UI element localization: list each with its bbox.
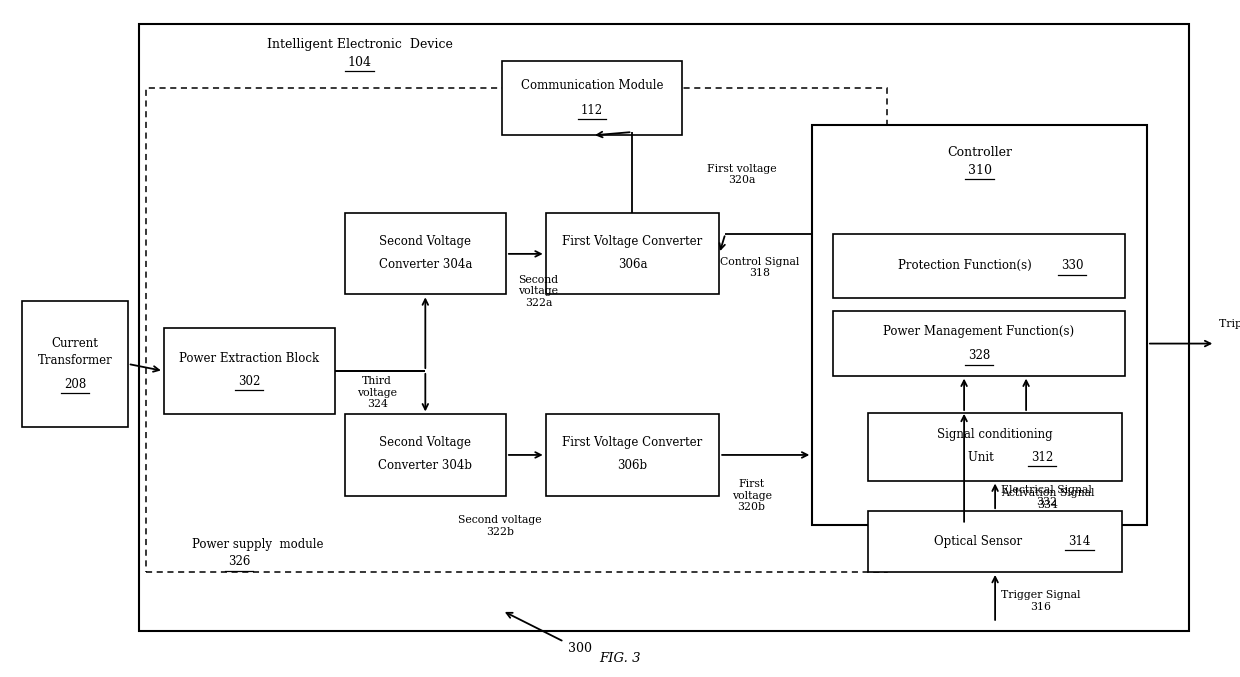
Text: Converter 304a: Converter 304a xyxy=(378,257,472,271)
FancyBboxPatch shape xyxy=(139,24,1189,631)
Text: Second Voltage: Second Voltage xyxy=(379,436,471,450)
FancyBboxPatch shape xyxy=(812,125,1147,525)
Text: Activation Signal
334: Activation Signal 334 xyxy=(1002,488,1095,510)
Text: 302: 302 xyxy=(238,374,260,388)
Text: Second Voltage: Second Voltage xyxy=(379,235,471,248)
Text: Trigger Signal
316: Trigger Signal 316 xyxy=(1002,590,1081,612)
Text: 328: 328 xyxy=(968,349,990,362)
Text: First voltage
320a: First voltage 320a xyxy=(707,164,776,185)
Text: Communication Module: Communication Module xyxy=(521,79,663,93)
FancyBboxPatch shape xyxy=(345,213,506,294)
Text: Third
voltage
324: Third voltage 324 xyxy=(357,376,397,410)
FancyBboxPatch shape xyxy=(868,413,1122,481)
Text: First Voltage Converter: First Voltage Converter xyxy=(562,436,703,450)
Text: Power Management Function(s): Power Management Function(s) xyxy=(883,325,1075,338)
Text: 306a: 306a xyxy=(618,257,647,271)
Text: 300: 300 xyxy=(568,642,593,655)
Text: Signal conditioning: Signal conditioning xyxy=(937,428,1053,441)
Text: 306b: 306b xyxy=(618,458,647,472)
FancyBboxPatch shape xyxy=(868,511,1122,572)
FancyBboxPatch shape xyxy=(502,61,682,135)
FancyBboxPatch shape xyxy=(164,328,335,414)
Text: 314: 314 xyxy=(1068,535,1091,548)
Text: Transformer: Transformer xyxy=(37,354,113,367)
FancyBboxPatch shape xyxy=(833,311,1125,376)
Text: Converter 304b: Converter 304b xyxy=(378,458,472,472)
Text: Current: Current xyxy=(52,337,98,350)
Text: FIG. 3: FIG. 3 xyxy=(599,651,641,665)
FancyBboxPatch shape xyxy=(22,301,128,427)
FancyBboxPatch shape xyxy=(833,234,1125,298)
Text: Power Extraction Block: Power Extraction Block xyxy=(179,352,320,366)
Text: 312: 312 xyxy=(1032,451,1053,464)
Text: First
voltage
320b: First voltage 320b xyxy=(732,479,771,512)
Text: Optical Sensor: Optical Sensor xyxy=(934,535,1027,548)
Text: 310: 310 xyxy=(967,164,992,177)
Text: Controller: Controller xyxy=(947,146,1012,159)
FancyBboxPatch shape xyxy=(546,414,719,496)
Text: 208: 208 xyxy=(64,378,86,391)
Text: Second
voltage
322a: Second voltage 322a xyxy=(518,274,558,308)
FancyBboxPatch shape xyxy=(345,414,506,496)
Text: 326: 326 xyxy=(228,555,250,569)
Text: Protection Function(s): Protection Function(s) xyxy=(898,259,1035,272)
Text: Second voltage
322b: Second voltage 322b xyxy=(458,515,542,537)
Text: 330: 330 xyxy=(1060,259,1084,272)
Text: Control Signal
318: Control Signal 318 xyxy=(720,257,800,278)
Text: 112: 112 xyxy=(582,104,603,117)
Text: Intelligent Electronic  Device: Intelligent Electronic Device xyxy=(267,37,453,51)
Text: Unit: Unit xyxy=(968,451,997,464)
Text: 104: 104 xyxy=(347,56,372,69)
Text: Electrical Signal
332: Electrical Signal 332 xyxy=(1002,485,1092,506)
Text: Trip Signal
218: Trip Signal 218 xyxy=(1219,320,1240,341)
Text: Power supply  module: Power supply module xyxy=(192,538,324,552)
Text: First Voltage Converter: First Voltage Converter xyxy=(562,235,703,248)
FancyBboxPatch shape xyxy=(546,213,719,294)
